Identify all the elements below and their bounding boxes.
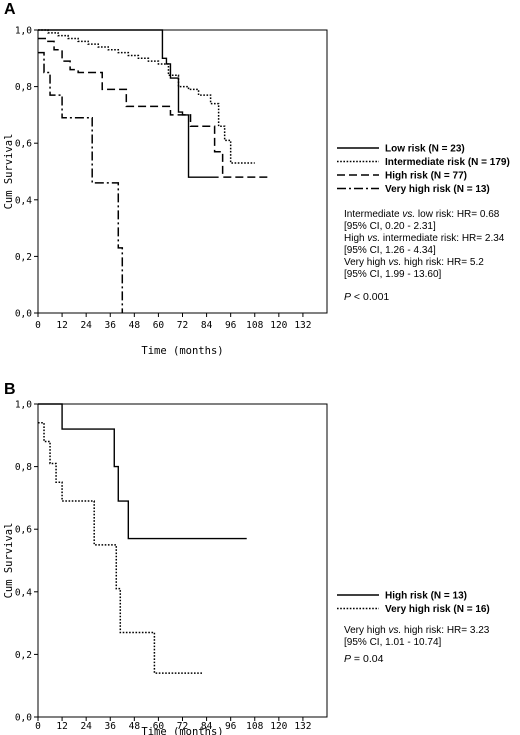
panel-a-letter: A xyxy=(4,1,16,18)
panel-b-y-tick-label: 0,4 xyxy=(15,587,32,598)
panel-a-axes: 0 12 24 36 48 60 72 84 96 108 120 132 1,0 0,8 0,6 0,4 0,… xyxy=(3,26,328,357)
panel-b-x-tick-label: 108 xyxy=(246,721,263,732)
panel-b-y-tick-label: 0,8 xyxy=(15,462,32,473)
panel-b-annotations: Very high vs. high risk: HR= 3.23[95% CI… xyxy=(344,625,490,665)
panel-b-x-tick-label: 0 xyxy=(35,721,41,732)
panel-b-y-axis-title: Cum Survival xyxy=(3,523,15,599)
panel-a-series-3-curve xyxy=(38,51,124,313)
panel-b-y-tick-label: 0,0 xyxy=(15,713,32,724)
panel-a-y-tick-label: 1,0 xyxy=(15,26,32,37)
panel-b-legend-label: High risk (N = 13) xyxy=(385,591,467,602)
panel-a-annotation-line: [95% CI, 1.26 - 4.34] xyxy=(344,245,436,256)
panel-b-x-tick-label: 24 xyxy=(80,721,92,732)
panel-a-y-tick-label: 0,6 xyxy=(15,139,32,150)
panel-a-x-tick-label: 48 xyxy=(129,320,141,331)
panel-b-annotation-line: [95% CI, 1.01 - 10.74] xyxy=(344,637,442,648)
panel-a-x-tick-label: 132 xyxy=(294,320,311,331)
panel-a-annotation-line: High vs. intermediate risk: HR= 2.34 xyxy=(344,233,505,244)
panel-a-y-tick-label: 0,8 xyxy=(15,82,32,93)
panel-a-x-tick-label: 36 xyxy=(105,320,117,331)
panel-a-series-0-curve xyxy=(38,29,219,178)
panel-a-legend: Low risk (N = 23) Intermediate risk (N = … xyxy=(337,144,510,195)
panel-a-x-tick-label: 12 xyxy=(56,320,67,331)
panel-a-legend-label: High risk (N = 77) xyxy=(385,171,467,182)
panel-a-annotation-line: Very high vs. high risk: HR= 5.2 xyxy=(344,257,484,268)
panel-b-legend: High risk (N = 13) Very high risk (N = 16… xyxy=(337,591,490,615)
panel-a-x-tick-label: 108 xyxy=(246,320,263,331)
panel-a: A 0 12 24 36 48 60 72 84 96 108 120 132 1,0 0,8 0,6 0,4… xyxy=(3,1,510,357)
panel-b-x-tick-label: 36 xyxy=(105,721,117,732)
panel-b-x-tick-label: 72 xyxy=(177,721,188,732)
panel-b-x-tick-label: 96 xyxy=(225,721,237,732)
panel-b-curves xyxy=(38,403,247,674)
panel-a-x-tick-label: 24 xyxy=(80,320,92,331)
panel-a-annotations: Intermediate vs. low risk: HR= 0.68[95% … xyxy=(344,209,505,303)
panel-a-x-tick-label: 60 xyxy=(153,320,165,331)
panel-b-legend-label: Very high risk (N = 16) xyxy=(385,604,490,615)
panel-b-x-tick-label: 48 xyxy=(129,721,141,732)
panel-a-x-tick-label: 120 xyxy=(270,320,287,331)
panel-a-series-1-curve xyxy=(38,29,255,164)
panel-b-x-tick-label: 84 xyxy=(201,721,213,732)
panel-a-legend-label: Intermediate risk (N = 179) xyxy=(385,157,510,168)
panel-b-p-value: P = 0.04 xyxy=(344,653,384,665)
panel-a-curves xyxy=(38,29,271,313)
panel-a-y-tick-label: 0,2 xyxy=(15,252,32,263)
panel-b-y-tick-label: 0,2 xyxy=(15,650,32,661)
panel-b-y-tick-label: 1,0 xyxy=(15,400,32,411)
panel-a-x-tick-label: 0 xyxy=(35,320,41,331)
panel-a-y-tick-label: 0,0 xyxy=(15,309,32,320)
panel-b-annotation-line: Very high vs. high risk: HR= 3.23 xyxy=(344,625,490,636)
panel-a-legend-label: Low risk (N = 23) xyxy=(385,144,465,155)
panel-b-series-1-curve xyxy=(38,422,203,674)
panel-b: B 0 12 24 36 48 60 72 84 96 108 120 132 1,0 0,8 0,6 0,4… xyxy=(3,381,490,735)
panel-a-legend-label: Very high risk (N = 13) xyxy=(385,184,490,195)
panel-a-y-axis-title: Cum Survival xyxy=(3,134,15,210)
panel-b-axes: 0 12 24 36 48 60 72 84 96 108 120 132 1,0 0,8 0,6 0,4 0,… xyxy=(3,400,328,735)
panel-b-x-axis-title: Time (months) xyxy=(141,726,223,735)
panel-b-letter: B xyxy=(4,381,16,398)
panel-b-x-tick-label: 132 xyxy=(294,721,311,732)
panel-a-p-value: P < 0.001 xyxy=(344,291,389,303)
panel-b-x-tick-label: 12 xyxy=(56,721,67,732)
panel-a-x-tick-label: 84 xyxy=(201,320,213,331)
panel-a-series-2-curve xyxy=(38,37,271,178)
panel-a-x-tick-label: 72 xyxy=(177,320,188,331)
panel-a-y-tick-label: 0,4 xyxy=(15,195,32,206)
panel-a-annotation-line: Intermediate vs. low risk: HR= 0.68 xyxy=(344,209,500,220)
panel-a-annotation-line: [95% CI, 0.20 - 2.31] xyxy=(344,221,436,232)
panel-b-plot-frame xyxy=(37,403,328,718)
panel-b-series-0-curve xyxy=(38,403,247,540)
panel-a-x-axis-title: Time (months) xyxy=(141,345,223,357)
panel-b-y-tick-label: 0,6 xyxy=(15,525,32,536)
panel-a-x-tick-label: 96 xyxy=(225,320,237,331)
panel-b-x-tick-label: 120 xyxy=(270,721,287,732)
panel-a-annotation-line: [95% CI, 1.99 - 13.60] xyxy=(344,269,442,280)
panel-b-x-tick-label: 60 xyxy=(153,721,165,732)
